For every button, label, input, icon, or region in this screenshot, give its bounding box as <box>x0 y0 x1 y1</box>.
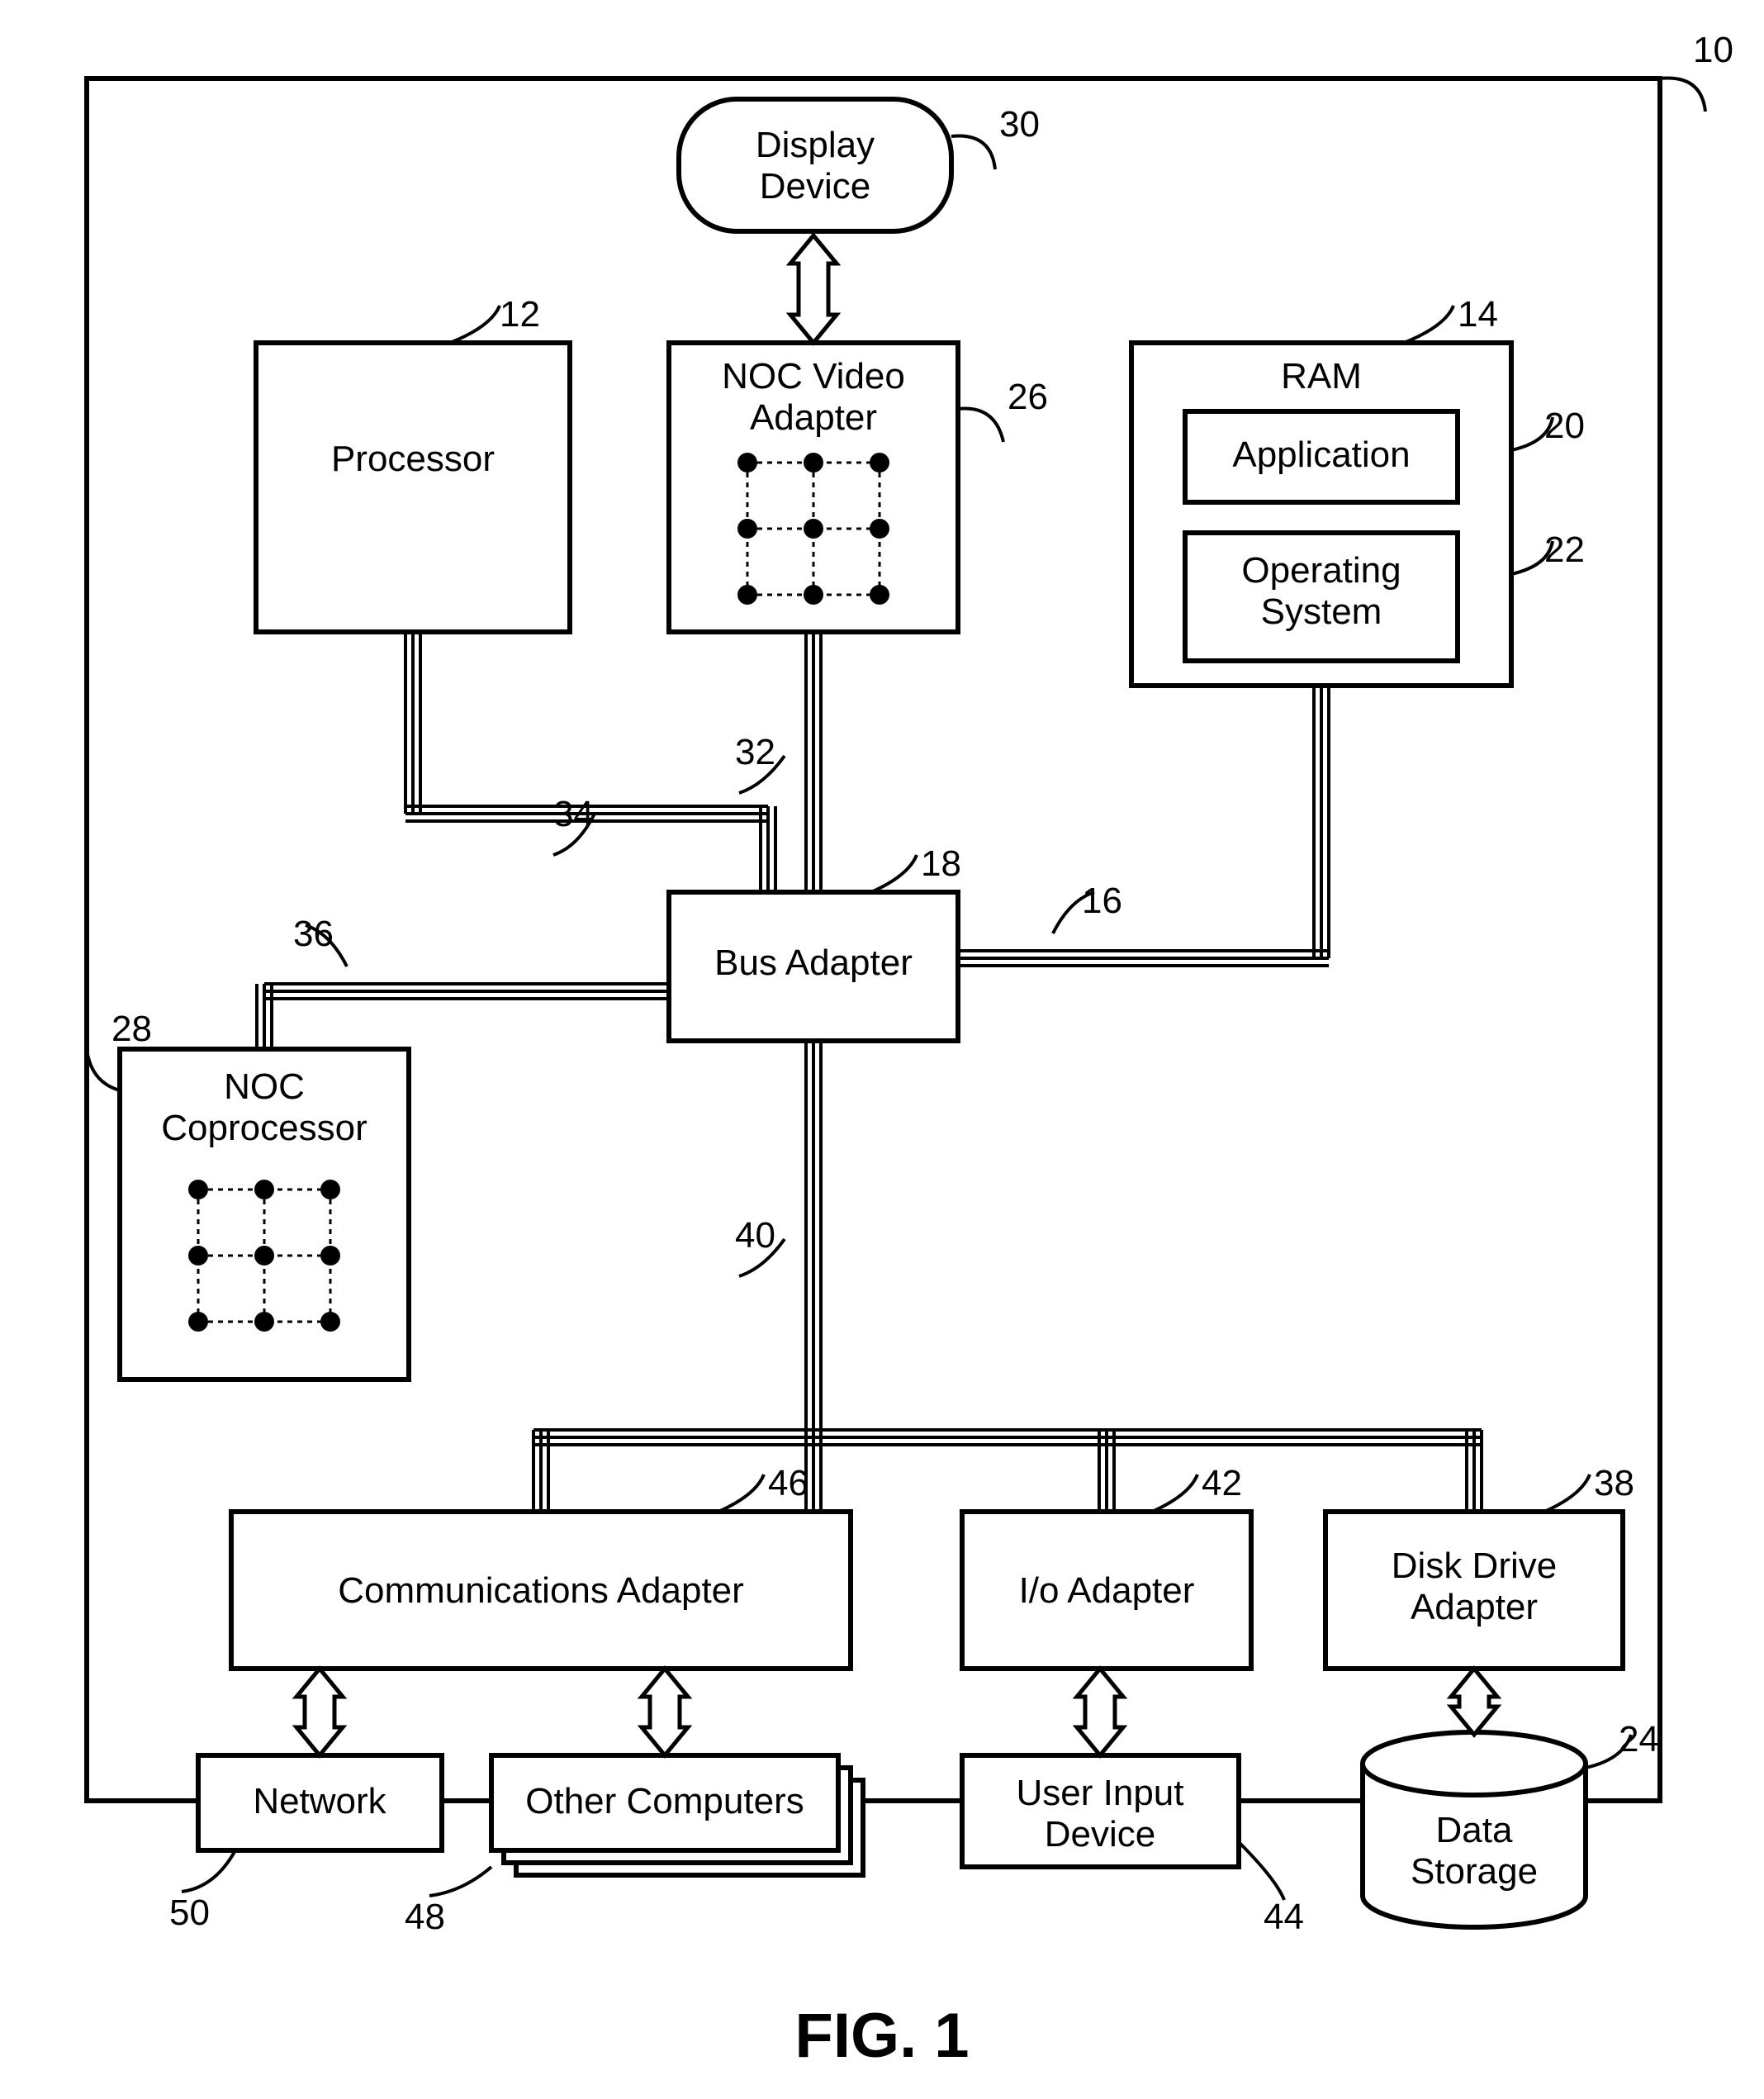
svg-text:Other Computers: Other Computers <box>525 1781 804 1821</box>
svg-text:Data: Data <box>1436 1810 1513 1850</box>
data-storage-cylinder: Data Storage 24 <box>1363 1719 1659 1927</box>
svg-text:46: 46 <box>768 1463 808 1503</box>
svg-text:Network: Network <box>253 1781 386 1821</box>
processor-box: Processor 12 <box>256 294 570 632</box>
svg-text:User Input: User Input <box>1017 1773 1184 1813</box>
svg-text:24: 24 <box>1619 1719 1659 1759</box>
noc-video-adapter-box: NOC Video Adapter 26 <box>669 343 1048 632</box>
buses <box>257 632 1482 1512</box>
svg-text:12: 12 <box>500 294 540 335</box>
other-computers-box: Other Computers 48 <box>405 1755 863 1937</box>
svg-text:Device: Device <box>760 166 871 207</box>
svg-text:30: 30 <box>999 104 1040 145</box>
ram-box: RAM 14 Application 20 Operating System 2… <box>1131 294 1585 686</box>
svg-text:18: 18 <box>921 843 961 884</box>
svg-text:38: 38 <box>1594 1463 1634 1503</box>
disk-adapter-box: Disk Drive Adapter 38 <box>1325 1463 1634 1669</box>
svg-text:NOC Video: NOC Video <box>722 356 905 397</box>
svg-text:16: 16 <box>1082 881 1122 921</box>
svg-text:NOC: NOC <box>224 1066 305 1107</box>
svg-text:Coprocessor: Coprocessor <box>161 1108 367 1148</box>
svg-text:44: 44 <box>1264 1897 1304 1937</box>
svg-text:System: System <box>1261 591 1382 632</box>
svg-text:Processor: Processor <box>331 439 495 479</box>
svg-text:Device: Device <box>1045 1814 1156 1854</box>
user-input-box: User Input Device 44 <box>962 1755 1304 1937</box>
svg-text:Disk Drive: Disk Drive <box>1392 1546 1557 1586</box>
svg-text:22: 22 <box>1544 529 1585 570</box>
svg-text:Adapter: Adapter <box>750 397 877 438</box>
svg-text:Storage: Storage <box>1411 1851 1538 1892</box>
outer-ref: 10 <box>1693 30 1733 70</box>
svg-text:Bus Adapter: Bus Adapter <box>714 943 913 983</box>
svg-text:32: 32 <box>735 732 775 772</box>
svg-text:42: 42 <box>1202 1463 1242 1503</box>
svg-text:48: 48 <box>405 1897 445 1937</box>
display-device: Display Device 30 <box>679 99 1040 231</box>
svg-text:20: 20 <box>1544 406 1585 446</box>
svg-text:26: 26 <box>1008 377 1048 417</box>
svg-text:Application: Application <box>1232 435 1410 475</box>
svg-text:Display: Display <box>756 125 875 165</box>
svg-text:50: 50 <box>169 1892 210 1933</box>
svg-text:I/o Adapter: I/o Adapter <box>1019 1570 1195 1611</box>
svg-text:RAM: RAM <box>1281 356 1362 397</box>
svg-text:36: 36 <box>293 914 334 954</box>
svg-text:Adapter: Adapter <box>1411 1587 1538 1627</box>
svg-text:40: 40 <box>735 1215 775 1256</box>
svg-text:28: 28 <box>111 1009 152 1049</box>
svg-text:14: 14 <box>1458 294 1498 335</box>
svg-text:34: 34 <box>553 794 594 834</box>
network-box: Network 50 <box>169 1755 442 1933</box>
noc-coprocessor-box: NOC Coprocessor 28 <box>87 1009 409 1380</box>
figure-label: FIG. 1 <box>794 2001 969 2071</box>
svg-text:Communications Adapter: Communications Adapter <box>338 1570 744 1611</box>
svg-text:Operating: Operating <box>1241 550 1401 591</box>
